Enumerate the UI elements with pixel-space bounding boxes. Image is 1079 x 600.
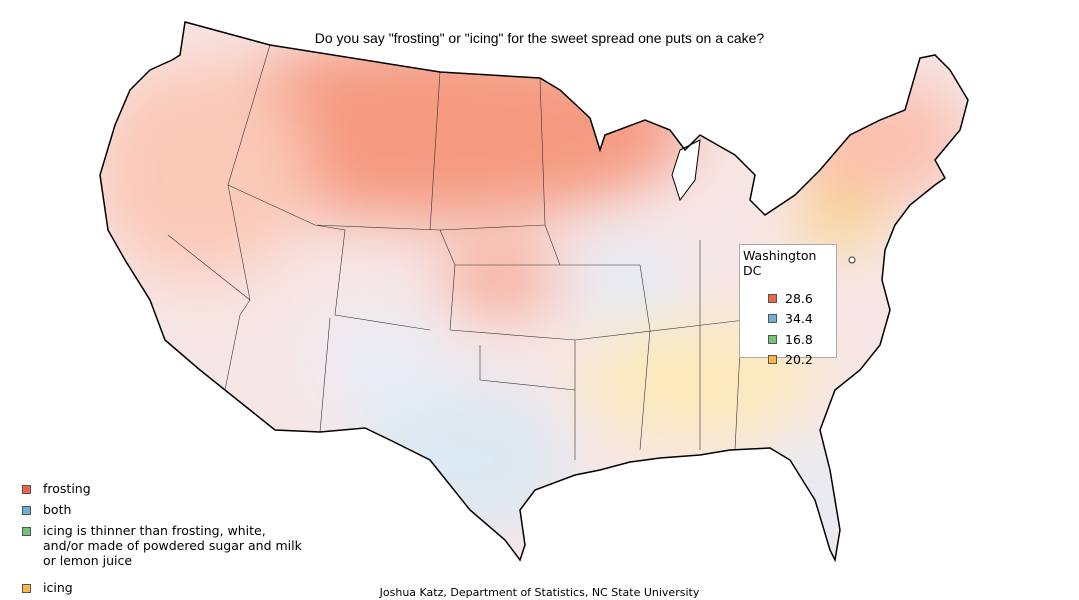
tooltip-row: 28.6 [740,288,836,309]
legend-label: frosting [43,481,91,496]
legend-item: icing [22,580,302,595]
tooltip-value: 28.6 [785,290,813,306]
tooltip-row: 34.4 [740,309,836,330]
legend-label: both [43,502,72,517]
legend-swatch [22,527,31,536]
legend-label: icing is thinner than frosting, white, a… [43,523,302,568]
legend-item: frosting [22,481,302,496]
tooltip-row: 16.8 [740,329,836,350]
legend-label: icing [43,580,73,595]
tooltip-swatch [768,293,777,303]
tooltip-title: Washington DC [743,248,817,278]
lake [671,139,701,202]
tooltip-value: 34.4 [785,311,813,327]
legend-swatch [22,584,31,593]
legend-swatch [22,506,31,515]
legend-item: both [22,502,302,517]
tooltip-rows: 28.6 34.4 16.8 20.2 [740,288,836,370]
tooltip: Washington DC 28.6 34.4 16.8 20.2 [739,244,837,367]
tooltip-value: 16.8 [785,331,813,347]
credit: Joshua Katz, Department of Statistics, N… [379,586,700,599]
tooltip-row: 20.2 [740,350,836,371]
legend-swatch [22,485,31,494]
tooltip-swatch [768,355,777,365]
legend-item: icing is thinner than frosting, white, a… [22,523,302,568]
tooltip-swatch [768,334,777,344]
title: Do you say "frosting" or "icing" for the… [314,30,765,46]
tooltip-value: 20.2 [785,352,813,368]
location-marker [848,256,856,264]
legend: frosting both icing is thinner than frosti… [22,481,302,600]
tooltip-swatch [768,314,777,324]
